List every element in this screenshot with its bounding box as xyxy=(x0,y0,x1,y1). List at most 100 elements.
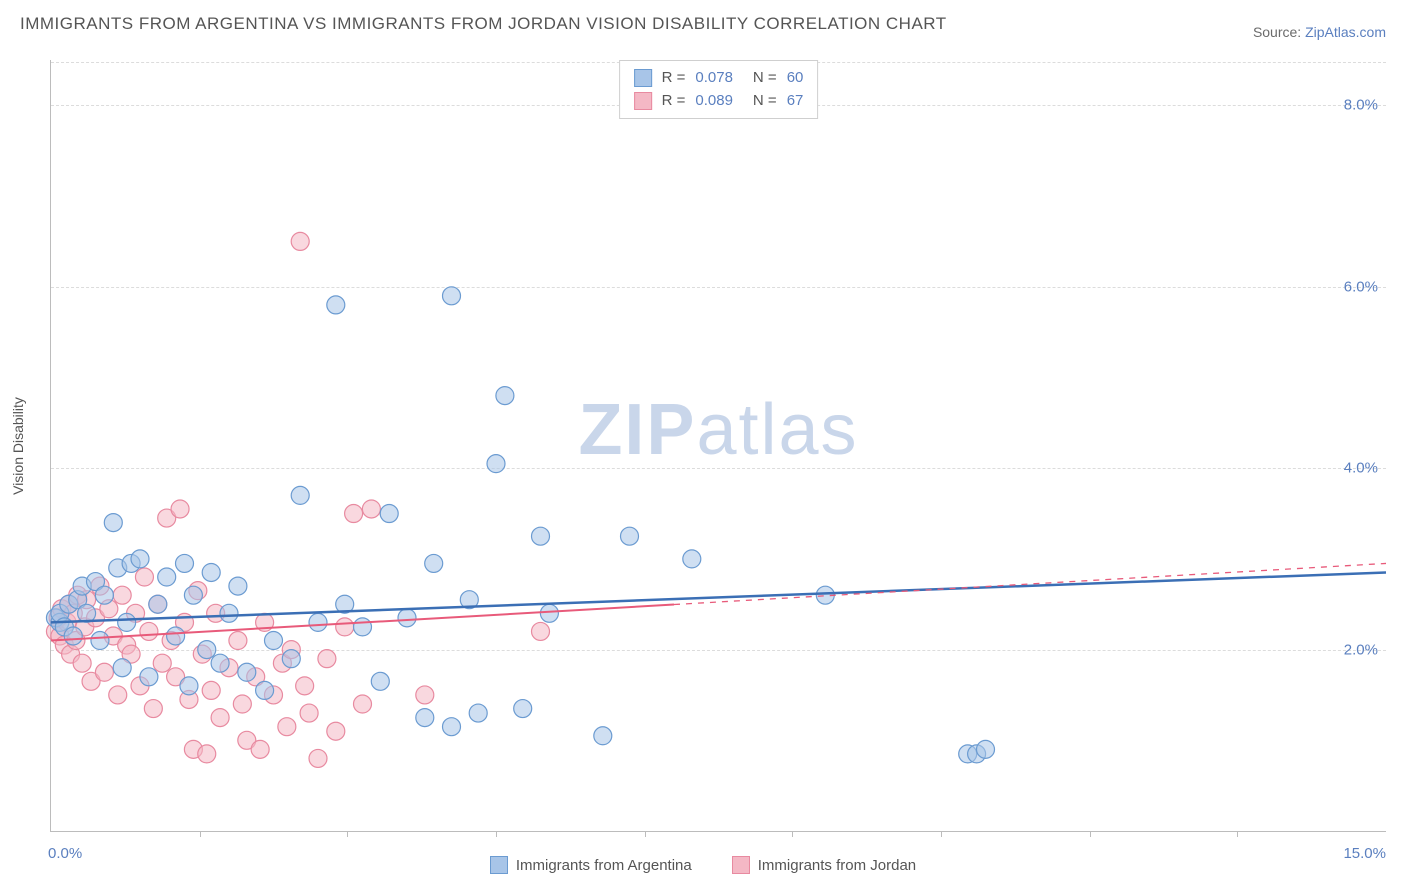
r-label: R = xyxy=(662,67,686,90)
data-point xyxy=(380,505,398,523)
data-point xyxy=(184,586,202,604)
legend-item-jordan: Immigrants from Jordan xyxy=(732,856,916,874)
data-point xyxy=(104,514,122,532)
data-point xyxy=(532,527,550,545)
data-point xyxy=(251,740,269,758)
correlation-legend-box: R = 0.078 N = 60 R = 0.089 N = 67 xyxy=(619,60,819,119)
data-point xyxy=(229,577,247,595)
data-point xyxy=(229,632,247,650)
data-point xyxy=(594,727,612,745)
data-point xyxy=(233,695,251,713)
data-point xyxy=(300,704,318,722)
data-point xyxy=(95,663,113,681)
legend-item-argentina: Immigrants from Argentina xyxy=(490,856,692,874)
data-point xyxy=(683,550,701,568)
data-point xyxy=(220,604,238,622)
data-point xyxy=(95,586,113,604)
data-point xyxy=(91,632,109,650)
data-point xyxy=(443,287,461,305)
data-point xyxy=(113,659,131,677)
y-axis-title: Vision Disability xyxy=(10,397,26,495)
r-value-jordan: 0.089 xyxy=(695,90,733,113)
data-point xyxy=(140,668,158,686)
data-point xyxy=(416,686,434,704)
data-point xyxy=(158,568,176,586)
scatter-plot-svg xyxy=(51,60,1386,831)
data-point xyxy=(144,700,162,718)
source-link[interactable]: ZipAtlas.com xyxy=(1305,24,1386,40)
data-point xyxy=(149,595,167,613)
data-point xyxy=(176,554,194,572)
data-point xyxy=(278,718,296,736)
data-point xyxy=(167,627,185,645)
data-point xyxy=(354,618,372,636)
data-point xyxy=(425,554,443,572)
data-point xyxy=(291,486,309,504)
swatch-jordan xyxy=(732,856,750,874)
data-point xyxy=(496,387,514,405)
data-point xyxy=(318,650,336,668)
data-point xyxy=(371,672,389,690)
data-point xyxy=(540,604,558,622)
x-tick xyxy=(941,831,942,837)
chart-title: IMMIGRANTS FROM ARGENTINA VS IMMIGRANTS … xyxy=(20,14,947,34)
x-tick xyxy=(200,831,201,837)
data-point xyxy=(256,681,274,699)
x-tick xyxy=(496,831,497,837)
legend-label-jordan: Immigrants from Jordan xyxy=(758,857,916,874)
r-label: R = xyxy=(662,90,686,113)
data-point xyxy=(977,740,995,758)
n-value-argentina: 60 xyxy=(787,67,804,90)
data-point xyxy=(198,641,216,659)
data-point xyxy=(140,622,158,640)
data-point xyxy=(345,505,363,523)
data-point xyxy=(131,550,149,568)
data-point xyxy=(171,500,189,518)
n-value-jordan: 67 xyxy=(787,90,804,113)
data-point xyxy=(202,681,220,699)
data-point xyxy=(487,455,505,473)
x-tick xyxy=(1090,831,1091,837)
data-point xyxy=(265,632,283,650)
trend-line xyxy=(51,572,1386,622)
x-tick xyxy=(347,831,348,837)
swatch-argentina xyxy=(490,856,508,874)
n-label: N = xyxy=(753,67,777,90)
x-tick xyxy=(1237,831,1238,837)
x-tick xyxy=(645,831,646,837)
data-point xyxy=(514,700,532,718)
data-point xyxy=(398,609,416,627)
data-point xyxy=(109,686,127,704)
data-point xyxy=(327,296,345,314)
data-point xyxy=(211,709,229,727)
data-point xyxy=(296,677,314,695)
source-attribution: Source: ZipAtlas.com xyxy=(1253,24,1386,40)
data-point xyxy=(443,718,461,736)
data-point xyxy=(336,618,354,636)
data-point xyxy=(327,722,345,740)
data-point xyxy=(73,654,91,672)
data-point xyxy=(309,749,327,767)
x-tick xyxy=(792,831,793,837)
data-point xyxy=(309,613,327,631)
data-point xyxy=(64,627,82,645)
n-label: N = xyxy=(753,90,777,113)
data-point xyxy=(135,568,153,586)
data-point xyxy=(211,654,229,672)
legend-label-argentina: Immigrants from Argentina xyxy=(516,857,692,874)
data-point xyxy=(362,500,380,518)
source-prefix: Source: xyxy=(1253,24,1305,40)
trend-line-dashed xyxy=(674,563,1386,604)
chart-plot-area: ZIPatlas 2.0%4.0%6.0%8.0% R = 0.078 N = … xyxy=(50,60,1386,832)
legend-row-argentina: R = 0.078 N = 60 xyxy=(634,67,804,90)
data-point xyxy=(180,677,198,695)
data-point xyxy=(113,586,131,604)
r-value-argentina: 0.078 xyxy=(695,67,733,90)
legend-row-jordan: R = 0.089 N = 67 xyxy=(634,90,804,113)
series-legend: Immigrants from Argentina Immigrants fro… xyxy=(0,856,1406,874)
swatch-jordan xyxy=(634,92,652,110)
swatch-argentina xyxy=(634,69,652,87)
data-point xyxy=(291,232,309,250)
data-point xyxy=(153,654,171,672)
data-point xyxy=(416,709,434,727)
